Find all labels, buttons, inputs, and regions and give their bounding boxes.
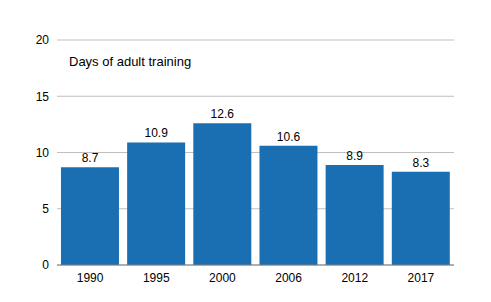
- svg-text:12.6: 12.6: [211, 107, 235, 121]
- svg-text:15: 15: [36, 90, 50, 104]
- svg-text:8.9: 8.9: [346, 149, 363, 163]
- svg-text:0: 0: [42, 258, 49, 272]
- svg-text:20: 20: [36, 33, 50, 47]
- svg-text:2006: 2006: [275, 271, 302, 285]
- svg-text:10.6: 10.6: [277, 130, 301, 144]
- html-text:Days of adult training: Days of adult training: [69, 54, 192, 69]
- svg-text:8.7: 8.7: [82, 151, 99, 165]
- svg-text:8.3: 8.3: [412, 156, 429, 170]
- svg-text:2017: 2017: [408, 271, 435, 285]
- svg-text:10.9: 10.9: [144, 126, 168, 140]
- svg-text:1995: 1995: [143, 271, 170, 285]
- svg-text:1990: 1990: [77, 271, 104, 285]
- svg-text:5: 5: [42, 202, 49, 216]
- svg-text:10: 10: [36, 146, 50, 160]
- svg-text:2000: 2000: [209, 271, 236, 285]
- svg-text:2012: 2012: [341, 271, 368, 285]
